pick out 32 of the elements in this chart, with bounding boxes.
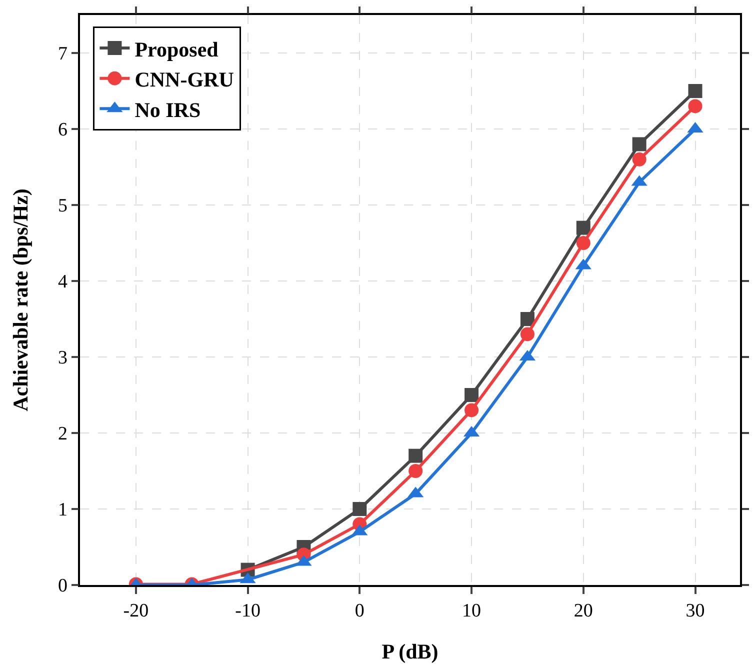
point [576,220,590,235]
point [408,448,423,463]
point [520,327,534,342]
point [688,84,702,98]
point [688,99,702,114]
point [408,464,423,478]
x-tick-label: 10 [462,600,482,622]
x-tick-label: -20 [123,600,149,622]
point [464,388,479,402]
y-tick-label: 4 [58,272,68,293]
legend-label: Proposed [134,37,219,62]
x-tick-label: 0 [354,600,364,622]
y-tick-label: 7 [58,44,68,65]
legend-label: No IRS [134,98,201,122]
point [464,403,479,418]
x-tick-label: 30 [686,600,705,622]
y-tick-label: 5 [58,196,68,217]
y-tick-label: 3 [58,348,68,369]
x-tick-label: -10 [235,600,260,622]
x-axis-title: P (dB) [382,640,438,664]
y-tick-label: 2 [58,424,68,445]
point [576,236,590,250]
point [352,502,367,516]
y-tick-label: 0 [58,576,68,597]
y-tick-label: 6 [58,120,68,141]
y-tick-label: 1 [58,500,68,521]
point [632,137,646,152]
x-tick-label: 20 [574,600,593,622]
legend-label: CNN-GRU [134,68,234,92]
point [520,312,534,326]
point [632,152,646,166]
y-axis-title: Achievable rate (bps/Hz) [8,188,32,412]
